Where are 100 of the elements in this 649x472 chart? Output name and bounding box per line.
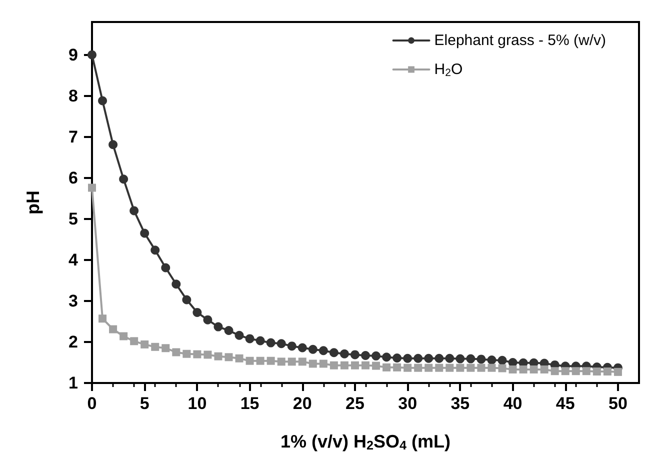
point [550, 367, 559, 376]
point [476, 354, 486, 364]
point [561, 367, 570, 376]
point [340, 361, 348, 370]
x-tick-label: 30 [398, 394, 418, 413]
point [130, 206, 139, 216]
point [256, 336, 265, 346]
x-tick-label: 0 [87, 394, 97, 413]
point [277, 358, 286, 366]
x-tick-label: 50 [608, 394, 628, 413]
point [456, 354, 465, 364]
point [298, 343, 307, 352]
point [508, 365, 517, 374]
point [98, 96, 108, 106]
point [192, 308, 202, 317]
point [109, 325, 118, 334]
y-tick-label: 5 [68, 209, 78, 228]
point [372, 362, 380, 370]
point [392, 353, 402, 362]
point [256, 356, 264, 365]
point [603, 368, 612, 376]
y-tick-label: 1 [68, 374, 78, 392]
point [477, 364, 486, 372]
point [308, 344, 318, 354]
point [404, 364, 412, 372]
y-tick-label: 2 [68, 332, 78, 352]
point [414, 364, 422, 372]
point [308, 360, 317, 368]
x-tick-label: 10 [188, 394, 207, 413]
point [266, 338, 276, 348]
point [382, 363, 391, 372]
y-tick-label: 4 [68, 250, 79, 270]
point [372, 351, 381, 360]
x-tick-label: 45 [556, 394, 575, 413]
point [498, 364, 506, 372]
point [435, 364, 444, 372]
point [466, 354, 476, 364]
point [361, 351, 370, 360]
y-tick-label: 7 [68, 127, 78, 146]
point [151, 342, 160, 351]
point [150, 246, 160, 255]
y-tick-label: 8 [68, 86, 78, 106]
point [466, 364, 475, 372]
point [488, 364, 496, 372]
point [592, 368, 601, 376]
point [445, 354, 454, 363]
point [330, 361, 338, 370]
point [172, 280, 181, 289]
point [329, 348, 338, 358]
point [287, 342, 296, 351]
point [140, 340, 149, 348]
point [393, 363, 402, 372]
y-tick-label: 9 [68, 45, 78, 64]
point [414, 354, 423, 363]
point [519, 365, 528, 374]
x-tick-label: 25 [346, 394, 364, 413]
point [288, 358, 296, 366]
point [572, 367, 580, 376]
point [446, 364, 454, 372]
point [172, 348, 180, 356]
point [276, 339, 286, 348]
point [140, 228, 150, 238]
point [424, 354, 434, 363]
point [214, 352, 222, 360]
point [203, 315, 212, 324]
point [214, 322, 223, 332]
x-tick-label: 20 [292, 394, 312, 413]
point [246, 356, 254, 365]
point [318, 346, 328, 356]
point [193, 350, 202, 358]
point [403, 354, 412, 363]
point [234, 330, 244, 340]
point [424, 364, 433, 372]
point [340, 349, 349, 358]
point [434, 354, 444, 363]
point [266, 356, 275, 365]
point [350, 361, 359, 370]
y-tick-label: 3 [68, 291, 78, 310]
point [298, 358, 306, 366]
point [498, 356, 507, 365]
point [614, 368, 622, 376]
point [130, 337, 138, 346]
point [235, 354, 244, 362]
x-tick-label: 35 [450, 394, 470, 413]
point [487, 356, 496, 365]
point [88, 50, 96, 60]
point [98, 314, 107, 323]
x-tick-label: 5 [140, 394, 150, 413]
point [582, 367, 590, 376]
point [224, 353, 233, 362]
y-tick-label: 6 [68, 168, 78, 188]
point [319, 360, 328, 368]
point [456, 364, 464, 372]
point [88, 184, 96, 192]
point [224, 326, 234, 335]
point [182, 350, 191, 358]
point [350, 350, 360, 360]
point [362, 361, 370, 370]
x-tick-label: 15 [240, 394, 260, 413]
point [530, 365, 538, 374]
